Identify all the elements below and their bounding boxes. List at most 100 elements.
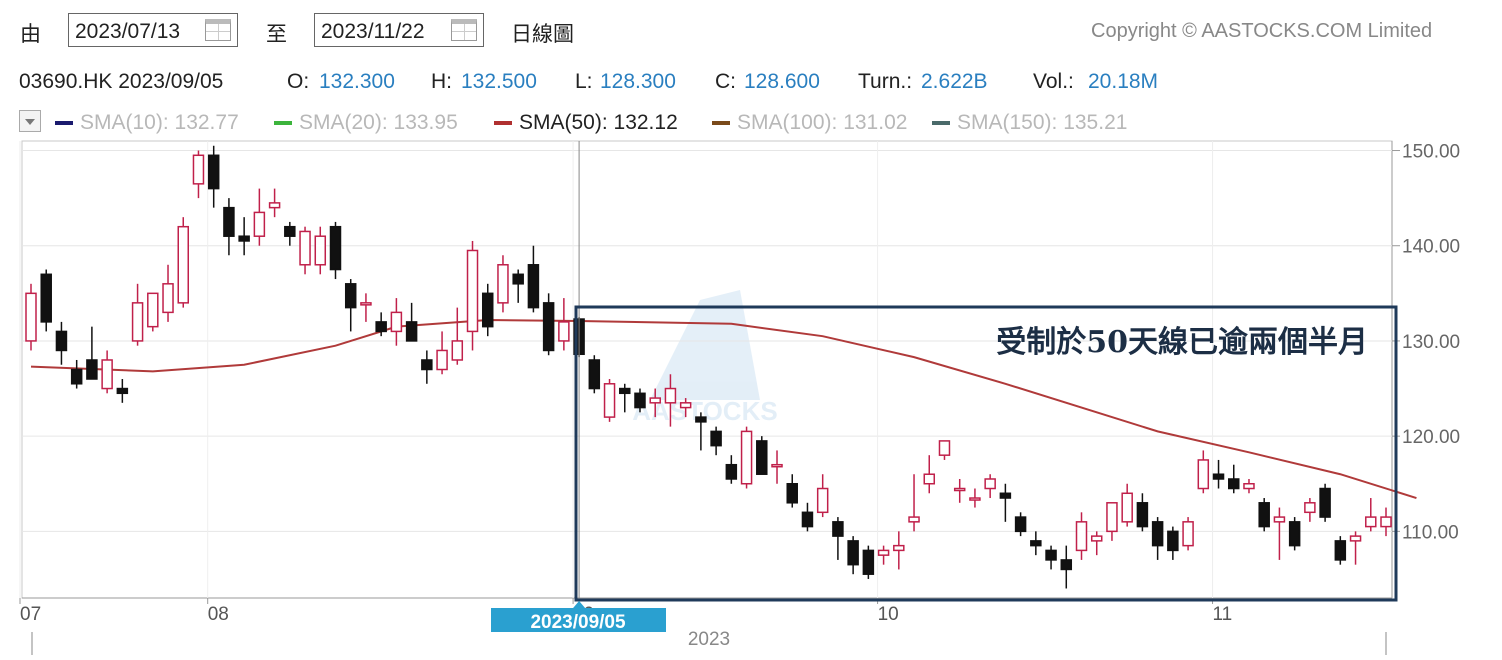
candle[interactable] — [1121, 483, 1133, 527]
candle[interactable] — [1304, 498, 1316, 522]
candle[interactable] — [268, 188, 281, 218]
candle[interactable] — [360, 293, 372, 322]
candle[interactable] — [451, 307, 464, 365]
candle[interactable] — [786, 474, 798, 508]
candle[interactable] — [375, 312, 387, 337]
candle[interactable] — [1151, 517, 1164, 560]
candle[interactable] — [131, 283, 144, 346]
candle[interactable] — [344, 279, 357, 332]
candle[interactable] — [70, 359, 83, 389]
candle[interactable] — [832, 517, 844, 560]
calendar-icon[interactable] — [451, 19, 477, 41]
candle[interactable] — [223, 198, 235, 256]
candle[interactable] — [1060, 545, 1073, 589]
candle[interactable] — [1212, 459, 1225, 489]
candle[interactable] — [695, 412, 707, 451]
candle[interactable] — [1380, 507, 1392, 537]
candle[interactable] — [847, 536, 859, 575]
sma150-toggle[interactable]: SMA(150): 135.21 — [957, 111, 1128, 134]
candle[interactable] — [1258, 498, 1270, 532]
candle[interactable] — [1075, 512, 1088, 560]
candle[interactable] — [1014, 512, 1027, 537]
candle[interactable] — [284, 221, 296, 246]
sma20-toggle[interactable]: SMA(20): 133.95 — [299, 111, 458, 134]
sma100-toggle[interactable]: SMA(100): 131.02 — [737, 111, 908, 134]
candle[interactable] — [1167, 526, 1179, 560]
candle[interactable] — [1319, 483, 1331, 522]
candle[interactable] — [299, 226, 311, 275]
candle[interactable] — [756, 436, 768, 475]
candle[interactable] — [207, 145, 220, 208]
candle[interactable] — [481, 283, 494, 337]
candle[interactable] — [1045, 545, 1057, 570]
candle[interactable] — [1365, 498, 1377, 532]
candle[interactable] — [1349, 531, 1362, 565]
sma50-toggle[interactable]: SMA(50): 132.12 — [519, 111, 678, 134]
candle[interactable] — [238, 217, 250, 256]
indicator-dropdown-button[interactable] — [19, 110, 41, 132]
candle[interactable] — [512, 269, 524, 303]
period-select[interactable]: 日線圖 — [511, 23, 574, 46]
candle[interactable] — [862, 545, 875, 579]
candle[interactable] — [192, 150, 205, 199]
candle[interactable] — [116, 379, 129, 403]
candle[interactable] — [710, 426, 722, 456]
candle[interactable] — [984, 474, 996, 499]
candle[interactable] — [1243, 478, 1255, 494]
from-date-field[interactable]: 2023/07/13 — [68, 13, 238, 47]
candle[interactable] — [1030, 531, 1042, 556]
candle[interactable] — [938, 440, 951, 460]
candle[interactable] — [55, 321, 68, 365]
candle[interactable] — [542, 293, 555, 356]
candle[interactable] — [999, 483, 1012, 522]
candle[interactable] — [558, 298, 570, 351]
candle[interactable] — [953, 478, 966, 503]
candle[interactable] — [497, 255, 509, 313]
candle[interactable] — [603, 379, 616, 422]
candle[interactable] — [40, 269, 52, 332]
candle[interactable] — [923, 455, 936, 494]
candle[interactable] — [664, 374, 677, 427]
candle[interactable] — [588, 355, 601, 394]
candle[interactable] — [679, 398, 692, 418]
candle[interactable] — [253, 188, 266, 246]
candle[interactable] — [162, 264, 174, 322]
candle[interactable] — [421, 350, 433, 384]
candle[interactable] — [649, 388, 661, 418]
candle[interactable] — [1273, 507, 1286, 560]
candle[interactable] — [86, 326, 98, 380]
candle[interactable] — [877, 545, 890, 565]
candle[interactable] — [177, 217, 189, 308]
plot-area[interactable] — [21, 140, 1393, 599]
candle[interactable] — [634, 388, 646, 413]
candle[interactable] — [25, 283, 37, 351]
candle[interactable] — [527, 245, 540, 313]
candle[interactable] — [1288, 517, 1301, 551]
candle[interactable] — [466, 240, 479, 351]
candle[interactable] — [1197, 450, 1210, 494]
candle[interactable] — [436, 331, 448, 375]
candle[interactable] — [771, 450, 783, 484]
candle[interactable] — [969, 488, 981, 508]
candle[interactable] — [725, 455, 738, 484]
calendar-icon[interactable] — [205, 19, 231, 41]
candle[interactable] — [329, 221, 342, 280]
candle[interactable] — [1334, 536, 1347, 565]
candle[interactable] — [101, 350, 113, 394]
candle[interactable] — [1228, 464, 1240, 494]
to-date-field[interactable]: 2023/11/22 — [314, 13, 484, 47]
sma10-toggle[interactable]: SMA(10): 132.77 — [80, 111, 239, 134]
candle[interactable] — [147, 292, 159, 332]
candle[interactable] — [801, 502, 814, 532]
candle[interactable] — [908, 474, 920, 532]
candle[interactable] — [816, 474, 829, 518]
candle[interactable] — [740, 426, 753, 489]
candle[interactable] — [314, 226, 327, 275]
candle[interactable] — [1090, 531, 1103, 556]
candle[interactable] — [893, 531, 905, 570]
candle[interactable] — [1106, 502, 1118, 541]
candle[interactable] — [405, 302, 418, 342]
candle[interactable] — [390, 298, 403, 346]
candle[interactable] — [1182, 517, 1194, 551]
